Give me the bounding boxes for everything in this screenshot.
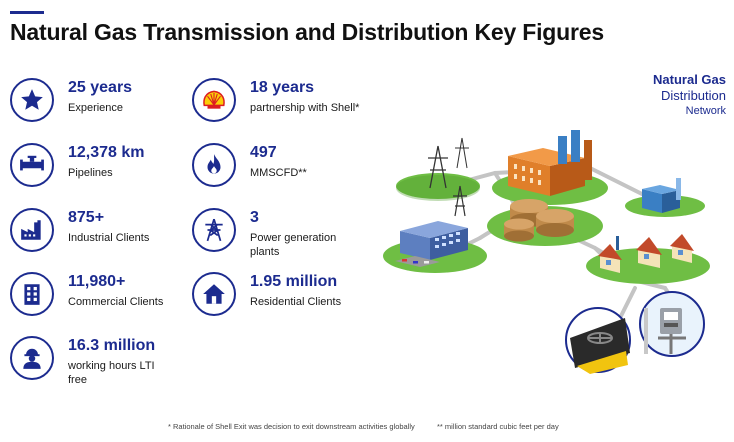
- stat-pipelines: 12,378 km Pipelines: [10, 143, 190, 193]
- footnote-shell: * Rationale of Shell Exit was decision t…: [168, 422, 415, 431]
- storage-tanks-illustration: [487, 199, 603, 246]
- page-title: Natural Gas Transmission and Distributio…: [10, 19, 604, 45]
- power-lines-illustration: [396, 137, 480, 217]
- factory-icon: [10, 208, 54, 252]
- building-icon: [10, 272, 54, 316]
- stat-experience: 25 years Experience: [10, 78, 190, 128]
- star-icon: [10, 78, 54, 122]
- stat-residential-clients: 1.95 million Residential Clients: [192, 272, 392, 322]
- commercial-building-illustration: [383, 221, 487, 273]
- stat-value: 497: [250, 144, 277, 161]
- flame-icon: [192, 143, 236, 187]
- stat-value: 875+: [68, 209, 105, 226]
- stat-label: Experience: [68, 102, 124, 114]
- stat-value: 11,980+: [68, 273, 126, 290]
- network-label-line3: Network: [685, 105, 726, 117]
- shell-logo-icon: [192, 78, 236, 122]
- network-label: Natural Gas Distribution Network: [653, 72, 726, 119]
- stat-label: working hours LTI free: [68, 360, 155, 386]
- distribution-network-illustration: [383, 130, 710, 374]
- house-icon: [192, 272, 236, 316]
- stat-power-plants: 3 Power generation plants: [192, 208, 392, 258]
- stat-label: Residential Clients: [250, 296, 342, 308]
- stat-value: 12,378 km: [68, 144, 145, 161]
- gas-stove-closeup: [565, 307, 631, 374]
- stat-commercial-clients: 11,980+ Commercial Clients: [10, 272, 190, 322]
- stat-value: 3: [250, 209, 259, 226]
- network-label-line1: Natural Gas: [653, 72, 726, 87]
- gas-meter-closeup: [639, 291, 705, 357]
- network-label-line2: Distribution: [660, 88, 726, 103]
- stat-label: MMSCFD**: [250, 167, 307, 179]
- stat-working-hours: 16.3 million working hours LTI free: [10, 336, 190, 386]
- stat-value: 25 years: [68, 79, 133, 96]
- factory-illustration: [492, 130, 608, 205]
- stat-label: Industrial Clients: [68, 232, 150, 244]
- stat-label: Pipelines: [68, 167, 113, 179]
- title-accent-bar: [10, 11, 44, 14]
- stat-label: partnership with Shell*: [250, 102, 360, 114]
- stat-label: Power generation plants: [250, 232, 337, 258]
- residential-houses-illustration: [586, 234, 710, 284]
- plant-illustration: [625, 178, 705, 217]
- stat-value: 1.95 million: [250, 273, 338, 290]
- stat-shell-partnership: 18 years partnership with Shell*: [192, 78, 392, 128]
- stat-industrial-clients: 875+ Industrial Clients: [10, 208, 190, 258]
- stat-mmscfd: 497 MMSCFD**: [192, 143, 392, 193]
- pipeline-icon: [10, 143, 54, 187]
- footnote-mmscfd: ** million standard cubic feet per day: [437, 422, 559, 431]
- power-tower-icon: [192, 208, 236, 252]
- stat-value: 16.3 million: [68, 337, 156, 354]
- stat-label: Commercial Clients: [68, 296, 164, 308]
- worker-icon: [10, 336, 54, 380]
- stat-value: 18 years: [250, 79, 315, 96]
